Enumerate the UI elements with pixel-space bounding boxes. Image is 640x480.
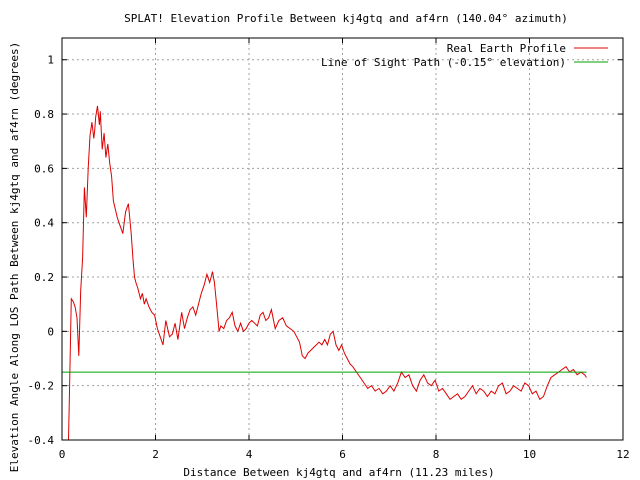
y-tick-label: -0.2 <box>28 380 55 393</box>
plot-series <box>62 105 587 441</box>
y-tick-label: 0.8 <box>34 108 54 121</box>
real-earth-profile-line <box>68 105 587 441</box>
x-tick-label: 2 <box>152 448 159 461</box>
x-tick-label: 6 <box>339 448 346 461</box>
axis-ticks: 0 2 4 6 8 10 12 -0.4 -0.2 0 0.2 0.4 0.6 0.8 1 <box>28 38 630 461</box>
x-tick-label: 4 <box>246 448 253 461</box>
x-axis-label: Distance Between kj4gtq and af4rn (11.23… <box>183 466 494 479</box>
y-tick-label: 0.4 <box>34 217 54 230</box>
legend-label-line-of-sight-path: Line of Sight Path (-0.15° elevation) <box>321 56 566 69</box>
y-tick-label: 1 <box>47 54 54 67</box>
legend-label-real-earth-profile: Real Earth Profile <box>447 42 566 55</box>
y-tick-label: 0.6 <box>34 162 54 175</box>
x-tick-label: 0 <box>59 448 66 461</box>
x-tick-label: 12 <box>616 448 629 461</box>
grid-lines <box>62 38 623 440</box>
y-tick-label: 0.2 <box>34 271 54 284</box>
x-tick-label: 8 <box>433 448 440 461</box>
y-tick-label: -0.4 <box>28 434 55 447</box>
legend: Real Earth Profile Line of Sight Path (-… <box>321 42 608 69</box>
chart-title: SPLAT! Elevation Profile Between kj4gtq … <box>124 12 568 25</box>
x-tick-label: 10 <box>523 448 536 461</box>
y-tick-label: 0 <box>47 325 54 338</box>
y-axis-label: Elevation Angle Along LOS Path Between k… <box>8 42 21 472</box>
